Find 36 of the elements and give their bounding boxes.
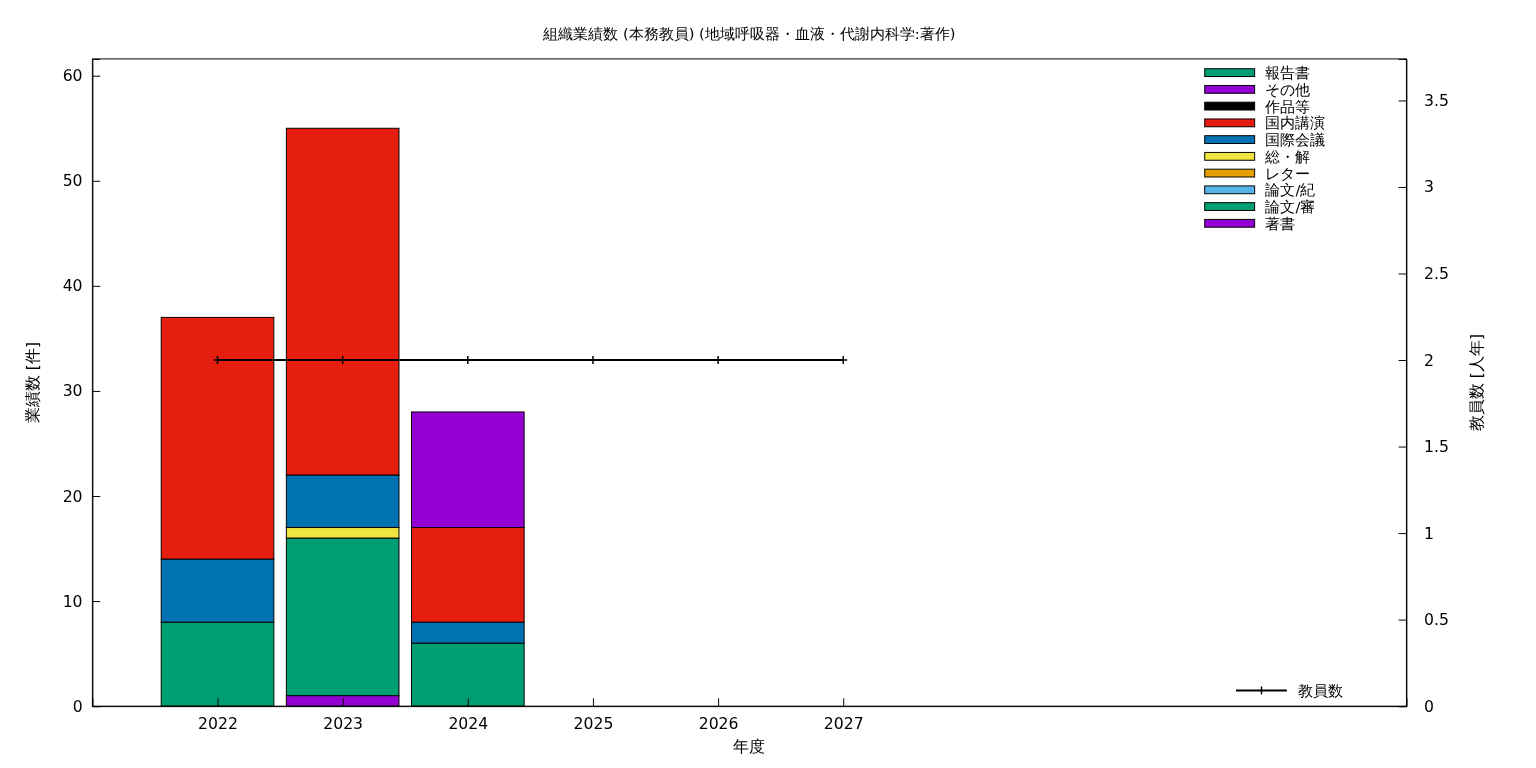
y-tick-label: 20 bbox=[62, 486, 83, 506]
y2-tick-label: 1.5 bbox=[1424, 437, 1449, 457]
x-tick-label: 2026 bbox=[698, 714, 739, 734]
y2-tick-label: 2 bbox=[1424, 350, 1435, 370]
legend-label: 著書 bbox=[1265, 214, 1296, 232]
x-tick-label: 2023 bbox=[323, 714, 364, 734]
legend-label: 論文/紀 bbox=[1265, 181, 1316, 199]
x-tick-label: 2027 bbox=[823, 714, 864, 734]
y-tick-label: 30 bbox=[62, 381, 83, 401]
y-tick-label: 10 bbox=[62, 591, 83, 611]
y2-tick-label: 3.5 bbox=[1424, 90, 1449, 110]
y2-tick-label: 2.5 bbox=[1424, 264, 1449, 284]
x-tick-label: 2024 bbox=[448, 714, 489, 734]
y-tick-label: 0 bbox=[72, 696, 83, 716]
x-tick-label: 2022 bbox=[198, 714, 238, 734]
y-tick-label: 50 bbox=[62, 171, 83, 191]
legend-label: 国際会議 bbox=[1265, 131, 1326, 149]
legend-label: 総・解 bbox=[1264, 147, 1311, 165]
legend-label: 国内講演 bbox=[1265, 114, 1326, 132]
y2-tick-label: 0 bbox=[1424, 696, 1435, 716]
legend-label: 論文/審 bbox=[1265, 198, 1316, 216]
x-axis-title: 年度 bbox=[733, 736, 766, 756]
y-axis-title: 業績数 [件] bbox=[23, 341, 43, 424]
y-tick-label: 60 bbox=[62, 66, 83, 86]
legend-label: 教員数 bbox=[1297, 681, 1343, 699]
legend-label: その他 bbox=[1265, 80, 1311, 98]
y2-tick-label: 0.5 bbox=[1424, 610, 1449, 630]
legend-label: 報告書 bbox=[1265, 64, 1311, 82]
y2-tick-label: 1 bbox=[1424, 523, 1435, 543]
chart-title: 組織業績数 (本務教員) (地域呼吸器・血液・代謝内科学:著作) bbox=[542, 24, 956, 42]
x-tick-label: 2025 bbox=[573, 714, 614, 734]
legend-label: レター bbox=[1265, 164, 1311, 182]
y2-axis-title: 教員数 [人年] bbox=[1467, 333, 1487, 432]
y-tick-label: 40 bbox=[62, 276, 83, 296]
legend-label: 作品等 bbox=[1264, 97, 1311, 115]
y2-tick-label: 3 bbox=[1424, 177, 1435, 197]
